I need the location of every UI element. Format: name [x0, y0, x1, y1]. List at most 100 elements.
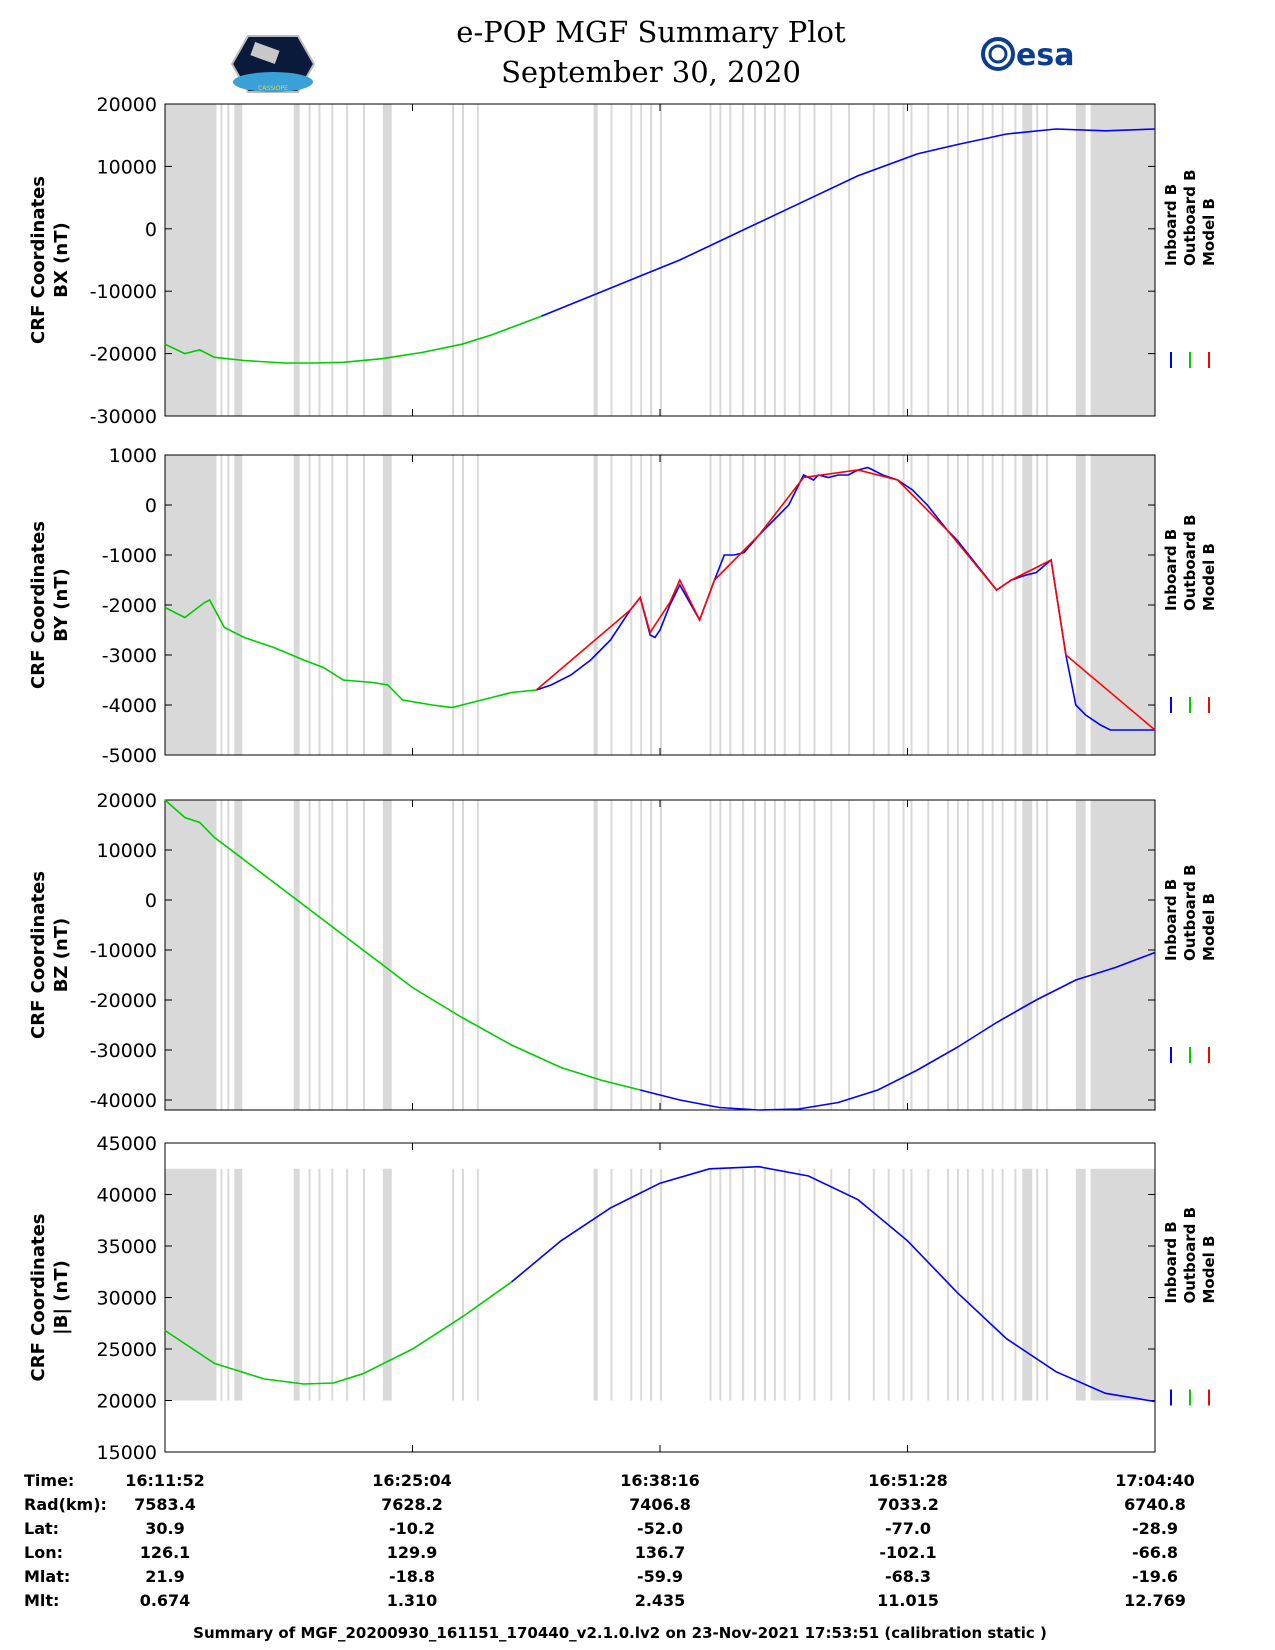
data-gap-band — [318, 455, 321, 755]
data-gap-band — [709, 104, 712, 416]
legend-label: Outboard B — [1181, 169, 1199, 266]
panel-BY: 1000 0 -1000 -2000 -3000 -4000 -5000 CRF Coordi… — [28, 445, 1218, 767]
data-gap-band — [234, 1168, 243, 1401]
data-gap-band — [363, 455, 365, 755]
data-gap-band — [848, 455, 851, 755]
data-gap-band — [910, 455, 913, 755]
data-gap-band — [234, 455, 243, 755]
data-gap-band — [593, 1168, 598, 1401]
y-tick-label: -4000 — [102, 695, 157, 717]
data-gap-band — [1014, 1168, 1017, 1401]
y-tick-label: 20000 — [97, 94, 157, 116]
data-gap-band — [783, 455, 786, 755]
data-gap-band — [902, 455, 905, 755]
legend-label: Model B — [1200, 1236, 1218, 1304]
y-tick-label: -40000 — [90, 1090, 157, 1112]
data-gap-band — [593, 104, 598, 416]
data-gap-band — [640, 800, 643, 1110]
data-gap-band — [848, 800, 851, 1110]
data-gap-band — [640, 1168, 643, 1401]
data-gap-band — [1090, 800, 1155, 1110]
y-tick-label: 20000 — [97, 790, 157, 812]
data-gap-band — [887, 104, 890, 416]
data-gap-band — [887, 455, 890, 755]
series-line-outboard-b — [164, 1281, 512, 1385]
data-gap-band — [382, 104, 392, 416]
data-gap-band — [476, 104, 479, 416]
legend-label: Inboard B — [1162, 1221, 1180, 1303]
data-gap-band — [966, 1168, 969, 1401]
esa-logo: esa — [981, 37, 1074, 73]
y-tick-label: -30000 — [90, 1040, 157, 1062]
legend-label: Inboard B — [1162, 529, 1180, 611]
ephemeris-row-label: Lat: — [24, 1519, 59, 1538]
data-gap-band — [813, 1168, 816, 1401]
page-title: e-POP MGF Summary Plot — [456, 15, 846, 49]
data-gap-band — [709, 800, 712, 1110]
data-gap-band — [1022, 104, 1033, 416]
data-gap-band — [1036, 455, 1039, 755]
data-gap-band — [610, 455, 613, 755]
data-gap-band — [650, 800, 653, 1110]
data-gap-band — [991, 800, 994, 1110]
y-tick-label: 0 — [145, 219, 157, 241]
data-gap-band — [610, 800, 613, 1110]
cassiope-logo-text: CASSIOPE — [258, 85, 288, 92]
data-gap-band — [763, 455, 766, 755]
y-tick-label: 10000 — [97, 156, 157, 178]
data-gap-band — [610, 1168, 613, 1401]
data-gap-band — [902, 104, 905, 416]
data-gap-band — [1046, 1168, 1049, 1401]
data-gap-band — [966, 104, 969, 416]
data-gap-band — [452, 104, 455, 416]
data-gap-band — [773, 1168, 776, 1401]
data-gap-band — [798, 104, 801, 416]
data-gap-band — [1036, 800, 1039, 1110]
data-gap-band — [293, 1168, 300, 1401]
data-gap-band — [783, 104, 786, 416]
data-gap-band — [1036, 104, 1039, 416]
data-gap-band — [227, 1168, 230, 1401]
y-axis-label: |B| (nT) — [51, 1260, 72, 1335]
data-gap-band — [308, 455, 311, 755]
y-tick-label: -20000 — [90, 990, 157, 1012]
legend-label: Outboard B — [1181, 864, 1199, 961]
data-gap-band — [630, 455, 633, 755]
ephemeris-row-label: Rad(km): — [24, 1495, 107, 1514]
esa-logo-text: esa — [1016, 38, 1074, 73]
data-gap-band — [957, 1168, 959, 1401]
ephemeris-cell: 16:25:04 — [372, 1471, 452, 1490]
data-gap-band — [1001, 800, 1004, 1110]
data-gap-band — [331, 455, 334, 755]
ephemeris-cell: 136.7 — [635, 1543, 686, 1562]
y-tick-label: -10000 — [90, 281, 157, 303]
data-gap-band — [1075, 800, 1086, 1110]
data-gap-band — [981, 1168, 984, 1401]
data-gap-band — [947, 1168, 950, 1401]
data-gap-band — [754, 800, 757, 1110]
data-gap-band — [1090, 455, 1155, 755]
data-gap-band — [910, 1168, 913, 1401]
data-gap-band — [981, 104, 984, 416]
data-gap-band — [308, 104, 311, 416]
data-gap-band — [813, 455, 816, 755]
data-gap-band — [363, 104, 365, 416]
data-gap-band — [308, 800, 311, 1110]
data-gap-band — [462, 455, 464, 755]
data-gap-band — [830, 455, 833, 755]
y-tick-label: 40000 — [97, 1185, 157, 1207]
data-gap-band — [927, 455, 930, 755]
series-line-inboard-b — [540, 128, 1156, 317]
data-gap-band — [991, 1168, 994, 1401]
data-gap-band — [830, 104, 833, 416]
ephemeris-cell: 126.1 — [140, 1543, 191, 1562]
y-tick-label: 20000 — [97, 1391, 157, 1413]
data-gap-band — [887, 1168, 890, 1401]
data-gap-band — [848, 104, 851, 416]
data-gap-band — [1075, 455, 1086, 755]
series-line-model-b — [535, 469, 1156, 731]
data-gap-band — [966, 455, 969, 755]
data-gap-band — [382, 455, 392, 755]
data-gap-band — [719, 800, 722, 1110]
data-gap-band — [165, 104, 217, 416]
